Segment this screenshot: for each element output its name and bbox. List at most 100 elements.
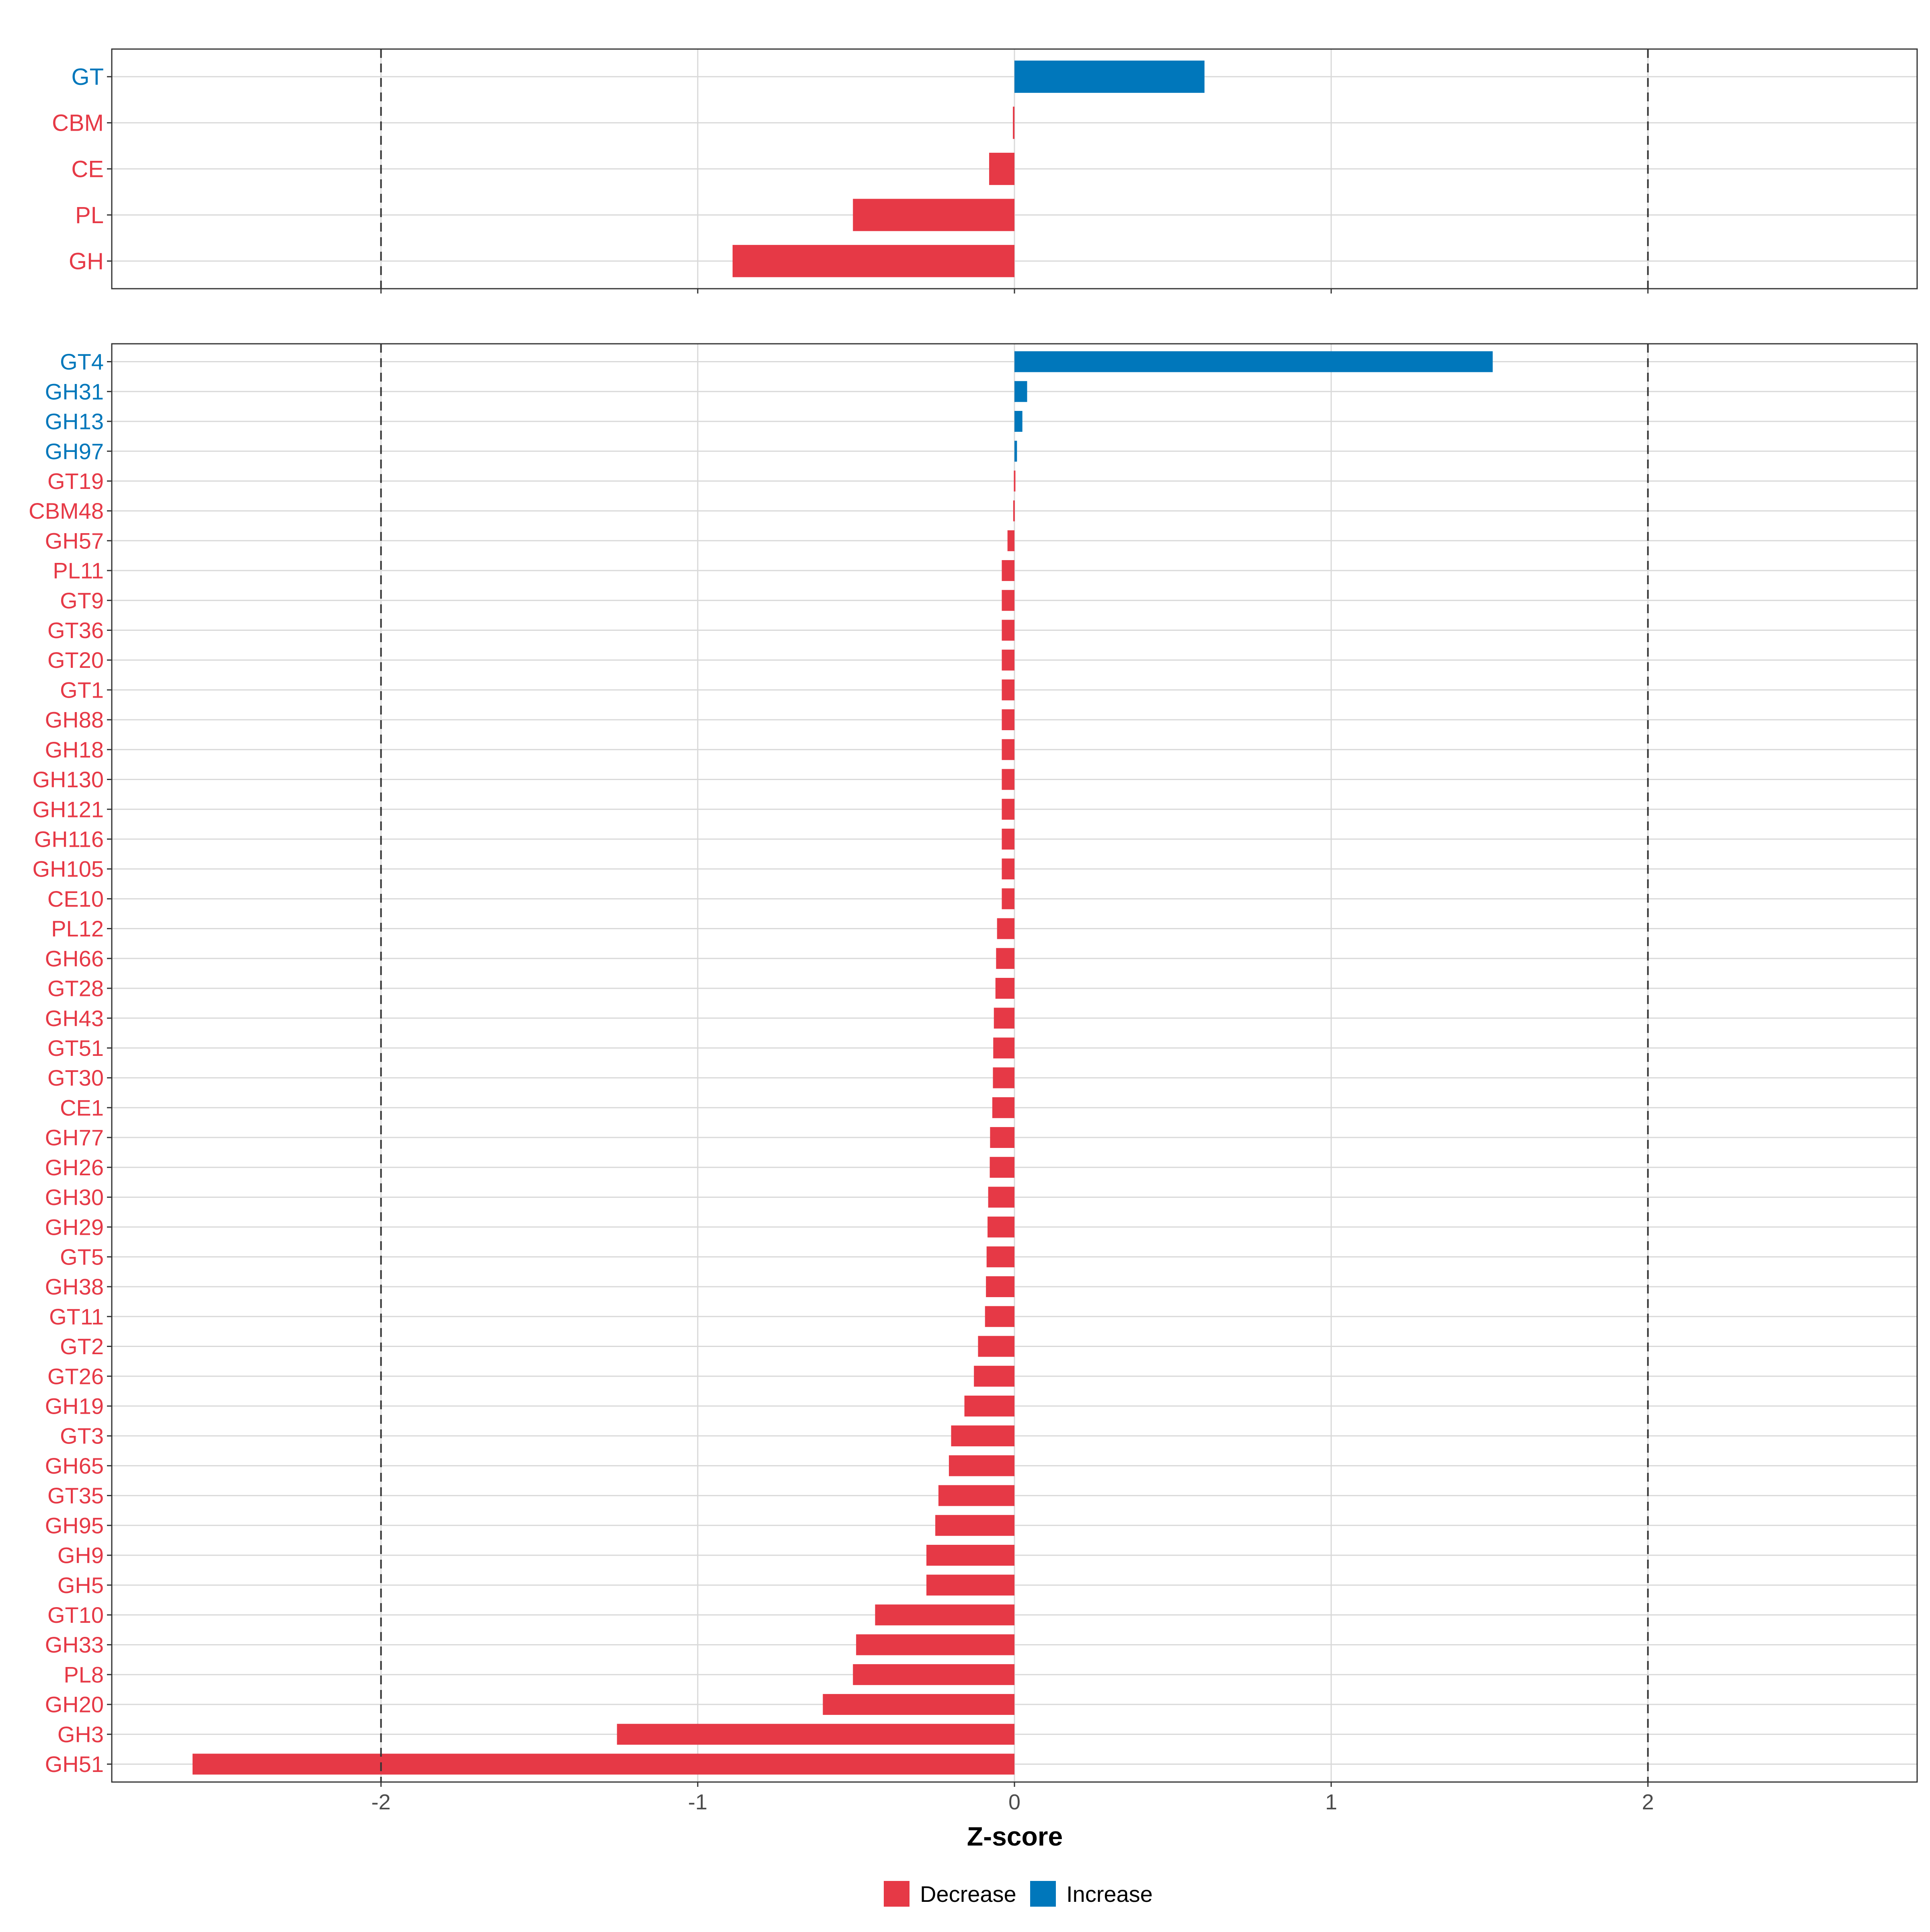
- family-bar-GT35: [938, 1485, 1014, 1506]
- family-ytick-label: GH29: [45, 1214, 104, 1240]
- family-ytick-label: GH13: [45, 409, 104, 434]
- family-bar-GH130: [1002, 769, 1014, 790]
- family-bar-GT10: [875, 1604, 1014, 1626]
- family-ytick-label: GH3: [57, 1722, 104, 1747]
- family-ytick-label: GT5: [60, 1244, 104, 1269]
- family-bar-GH18: [1002, 739, 1014, 760]
- class-ytick-label: CBM: [52, 110, 104, 136]
- class-ytick-label: GT: [71, 64, 104, 90]
- family-ytick-label: GT36: [47, 618, 104, 643]
- family-bar-GH19: [964, 1395, 1014, 1417]
- family-ytick-label: GT11: [49, 1304, 104, 1329]
- family-ytick-label: GT19: [47, 468, 104, 494]
- family-ytick-label: GT4: [60, 349, 104, 374]
- family-bar-GH57: [1007, 530, 1014, 551]
- family-bar-GH20: [823, 1694, 1014, 1715]
- family-bar-GT28: [995, 977, 1014, 999]
- family-bar-GH66: [996, 948, 1014, 969]
- family-bar-GH26: [990, 1157, 1014, 1178]
- family-ytick-label: GH9: [57, 1543, 104, 1568]
- family-bar-PL8: [853, 1664, 1014, 1685]
- family-bar-GT51: [993, 1037, 1014, 1059]
- family-ytick-label: GH30: [45, 1185, 104, 1210]
- family-bar-GT1: [1002, 679, 1014, 700]
- family-ytick-label: GH33: [45, 1632, 104, 1657]
- family-ytick-label: GT10: [47, 1602, 104, 1628]
- family-ytick-label: GT3: [60, 1423, 104, 1449]
- family-bar-GT3: [951, 1425, 1014, 1447]
- class-bar-CBM: [1013, 107, 1015, 139]
- x-tick-label: 1: [1325, 1790, 1337, 1814]
- class-ytick-label: GH: [69, 248, 104, 275]
- family-ytick-label: GH121: [33, 797, 104, 822]
- family-ytick-label: GH5: [57, 1573, 104, 1598]
- family-bar-GH30: [988, 1187, 1014, 1208]
- family-bar-PL12: [997, 918, 1014, 939]
- family-ytick-label: GT2: [60, 1334, 104, 1359]
- family-ytick-label: GT9: [60, 588, 104, 613]
- legend-key-increase: [1030, 1881, 1056, 1907]
- family-ytick-label: GH20: [45, 1692, 104, 1717]
- family-ytick-label: GT35: [47, 1483, 104, 1508]
- family-bar-GH13: [1014, 411, 1022, 432]
- family-bar-GH9: [926, 1545, 1014, 1566]
- family-bar-CBM48: [1013, 500, 1015, 521]
- family-bar-PL11: [1002, 560, 1014, 581]
- family-ytick-label: GH38: [45, 1274, 104, 1300]
- family-bar-GT5: [986, 1246, 1014, 1267]
- family-bar-GH31: [1014, 381, 1027, 402]
- family-ytick-label: GH65: [45, 1453, 104, 1478]
- family-ytick-label: GT30: [47, 1065, 104, 1090]
- class-bar-GT: [1014, 60, 1205, 93]
- family-ytick-label: GH57: [45, 528, 104, 553]
- family-ytick-label: GH88: [45, 707, 104, 733]
- x-axis: -2 -1 0 1 2: [372, 1790, 1654, 1814]
- family-panel: GT4 GH31 GH13 GH97 GT19 CBM48 GH57 PL11 GT9 GT36 G…: [29, 343, 1918, 1787]
- family-bar-GH3: [617, 1724, 1014, 1745]
- x-axis-title: Z-score: [967, 1821, 1063, 1851]
- family-ytick-label: GH130: [33, 767, 104, 792]
- family-ytick-label: GT51: [47, 1035, 104, 1061]
- family-bar-GT36: [1002, 620, 1014, 641]
- class-ytick-label: PL: [75, 202, 104, 228]
- family-bar-GT30: [993, 1067, 1014, 1088]
- class-ytick-label: CE: [71, 156, 104, 182]
- family-ytick-label: GH43: [45, 1006, 104, 1031]
- legend: Decrease Increase: [884, 1881, 1153, 1907]
- x-tick-label: -2: [372, 1790, 391, 1814]
- family-bar-GT4: [1014, 351, 1493, 372]
- family-bar-GT11: [985, 1306, 1014, 1327]
- family-bar-GH5: [926, 1575, 1014, 1596]
- family-bar-GT9: [1002, 590, 1014, 611]
- family-ytick-label: GH19: [45, 1394, 104, 1419]
- family-ytick-label: CE10: [47, 886, 104, 912]
- legend-label-increase: Increase: [1066, 1881, 1153, 1907]
- family-bar-GT19: [1014, 470, 1016, 492]
- family-bar-GH97: [1014, 441, 1017, 462]
- legend-key-decrease: [884, 1881, 910, 1907]
- family-ytick-label: GH26: [45, 1155, 104, 1180]
- family-bar-GH105: [1002, 858, 1014, 880]
- family-ytick-label: GH51: [45, 1751, 104, 1777]
- family-bar-GT2: [978, 1336, 1014, 1357]
- family-bar-GH43: [994, 1008, 1014, 1029]
- family-ytick-label: GH31: [45, 379, 104, 404]
- family-ytick-label: GH116: [34, 827, 104, 852]
- family-bar-GH65: [949, 1455, 1014, 1476]
- family-bar-GT20: [1002, 649, 1014, 671]
- x-tick-label: 0: [1008, 1790, 1020, 1814]
- family-ytick-label: GH105: [33, 856, 104, 882]
- family-ytick-label: GT28: [47, 976, 104, 1001]
- family-ytick-label: GH95: [45, 1513, 104, 1538]
- family-ytick-label: GT26: [47, 1363, 104, 1389]
- family-bar-CE10: [1002, 888, 1014, 910]
- family-ytick-label: GH77: [45, 1125, 104, 1150]
- family-bar-GH29: [988, 1216, 1014, 1238]
- class-panel: GT CBM CE PL GH: [52, 48, 1918, 294]
- family-bar-CE1: [992, 1097, 1014, 1118]
- x-tick-label: -1: [688, 1790, 707, 1814]
- family-bar-GT26: [974, 1365, 1014, 1387]
- family-bar-GH88: [1002, 709, 1014, 731]
